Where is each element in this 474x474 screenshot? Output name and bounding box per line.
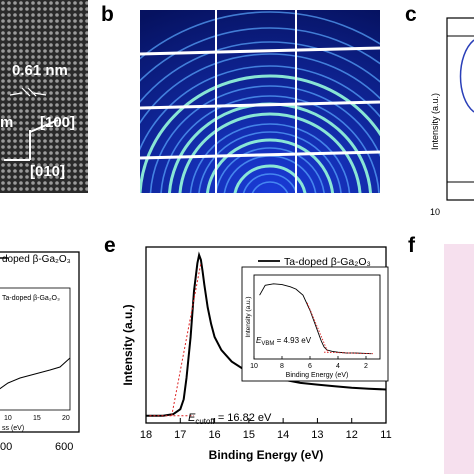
panel-d-inset-xtick-15: 15 <box>33 415 41 422</box>
x-axis-label: Binding Energy (eV) <box>209 448 324 462</box>
x-tick-label: 17 <box>174 429 186 441</box>
inset-vbm-fit-line <box>306 302 329 354</box>
panel-d-inset-xtick-10: 10 <box>4 415 12 422</box>
diffraction-ring <box>178 112 362 193</box>
series-line <box>146 251 387 417</box>
panel-label-b: b <box>101 3 114 26</box>
legend-label: Ta-doped β-Ga₂O₃ <box>284 256 371 268</box>
diffraction-ring <box>242 173 298 193</box>
x-tick-label: 16 <box>208 429 220 441</box>
inset-series-line <box>259 283 372 355</box>
diffraction-ring <box>149 85 380 193</box>
x-tick-label: 18 <box>140 429 152 441</box>
panel-label-f: f <box>408 234 415 257</box>
panel-d-chart: doped β-Ga₂O₃ Ta-doped β-Ga₂O₃ 10 15 20 … <box>0 251 80 453</box>
inset-x-tick-label: 6 <box>308 363 312 370</box>
x-tick-label: 11 <box>380 429 391 441</box>
diffraction-image-panel <box>140 10 380 193</box>
inset-baseline-fit-line <box>323 351 374 355</box>
diffraction-ring <box>189 123 351 193</box>
x-tick-label: 13 <box>311 429 323 441</box>
x-tick-label: 14 <box>277 429 289 441</box>
diffraction-ring <box>140 27 380 82</box>
panel-label-c: c <box>405 3 417 26</box>
inset-vbm-annotation: EVBM = 4.93 eV <box>256 336 312 347</box>
diffraction-ring <box>198 131 342 193</box>
y-axis-label: Intensity (a.u.) <box>121 304 135 385</box>
panel-d-legend: doped β-Ga₂O₃ <box>2 254 71 265</box>
diffraction-ring <box>233 164 307 193</box>
diffraction-ring <box>160 95 380 193</box>
diffraction-ring <box>140 41 380 104</box>
diffraction-ring <box>140 65 380 151</box>
diffraction-ring <box>140 53 380 125</box>
panel-d-inset <box>0 287 71 411</box>
diffraction-ring <box>140 11 380 60</box>
inset-y-axis-label: Intensity (a.u.) <box>245 296 252 337</box>
tem-direction-010: [010] <box>30 163 66 180</box>
panel-c-ylabel: Intensity (a.u.) <box>430 93 440 150</box>
inset-x-tick-label: 10 <box>250 363 258 370</box>
panel-e-chart: 18 17 16 15 14 13 12 11 Binding Energy (eV) Inten… <box>121 246 392 462</box>
inset-x-axis-label: Binding Energy (eV) <box>286 372 349 379</box>
panel-d-xtick-00: 00 <box>0 441 12 453</box>
panel-c-xtick: 10 <box>430 207 440 217</box>
tem-direction-100: [100] <box>40 114 76 131</box>
diffraction-ring <box>205 138 335 193</box>
x-tick-label: 12 <box>346 429 358 441</box>
inset-x-tick-label: 8 <box>280 363 284 370</box>
panel-d-xtick-600: 600 <box>55 441 73 453</box>
tem-image-panel: 0.61 nm [100] [010] m <box>0 0 88 193</box>
cutoff-annotation: Ecutoff = 16.82 eV <box>188 412 272 426</box>
tem-spacing-label: 0.61 nm <box>12 62 68 79</box>
panel-label-e: e <box>104 234 116 257</box>
inset-x-tick-label: 4 <box>336 363 340 370</box>
panel-d-inset-xlabel: ss (eV) <box>2 425 24 432</box>
tem-lattice-pattern <box>0 0 88 193</box>
x-tick-label: 15 <box>243 429 255 441</box>
diffraction-ring <box>140 74 380 193</box>
cutoff-fit-line <box>171 263 202 416</box>
panel-f-image <box>444 244 474 474</box>
inset-x-tick-label: 2 <box>364 363 368 370</box>
panel-c-chart: Intensity (a.u.) 10 <box>430 17 474 217</box>
diffraction-rings <box>140 10 380 193</box>
panel-d-inset-legend: Ta-doped β-Ga₂O₃ <box>2 295 60 302</box>
diffraction-ring <box>251 181 289 193</box>
tem-cut-text: m <box>0 114 14 131</box>
panel-d-inset-xtick-20: 20 <box>62 415 70 422</box>
diffraction-ring <box>215 147 325 193</box>
inset-frame <box>253 274 381 360</box>
